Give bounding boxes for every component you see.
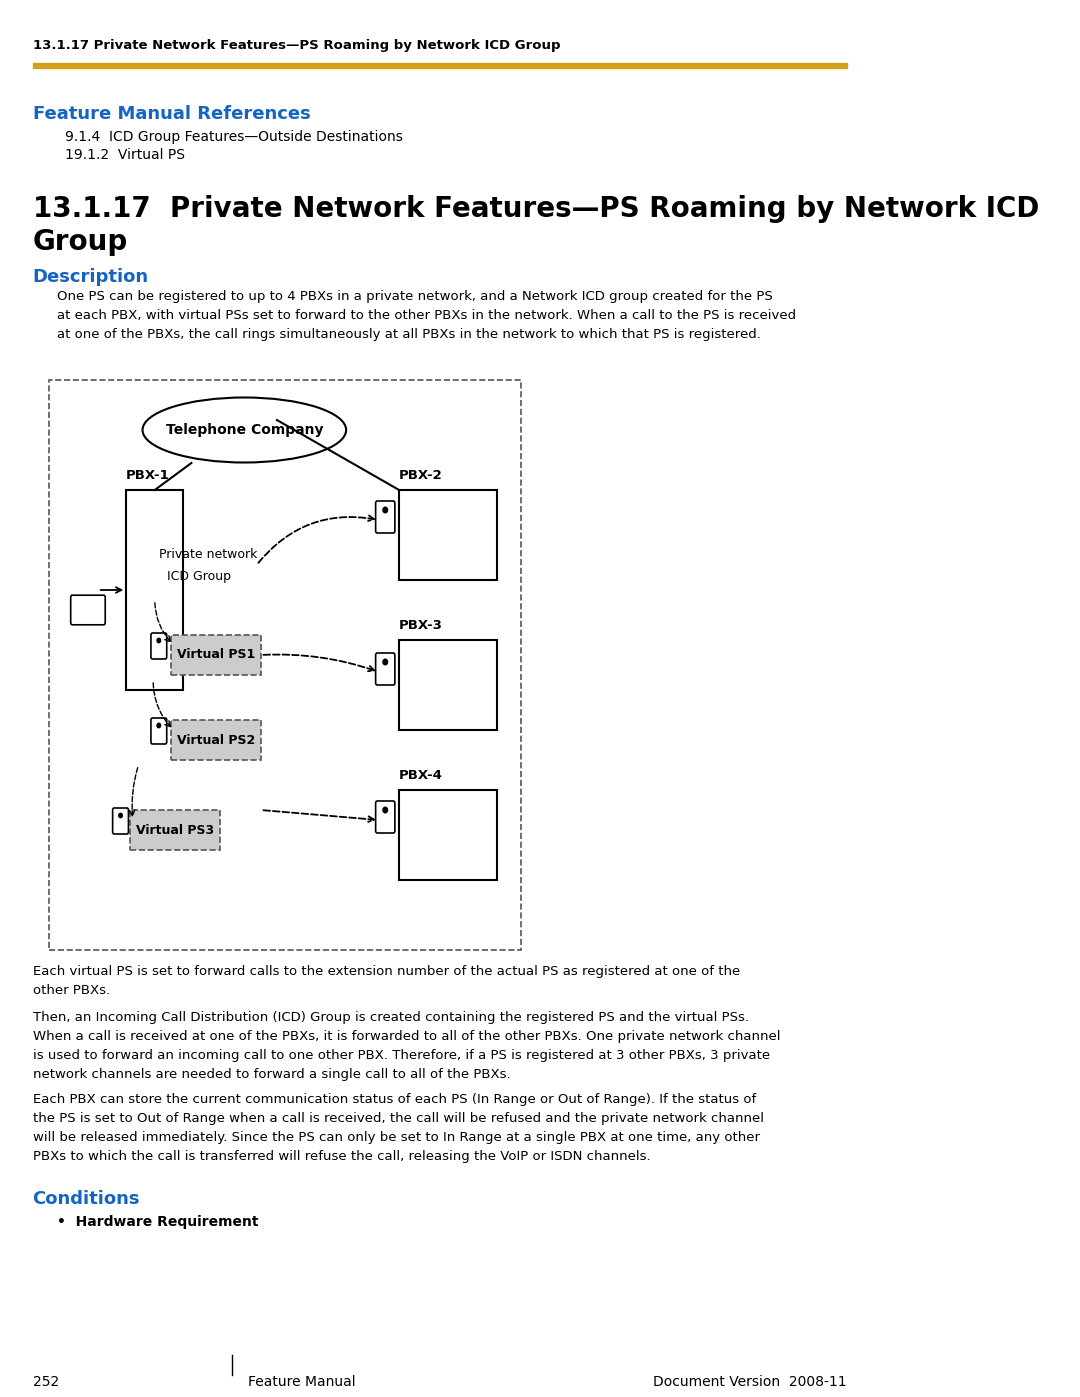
Text: PBX-1: PBX-1 (126, 469, 170, 482)
Text: Private network: Private network (159, 548, 257, 562)
Bar (400, 490, 497, 580)
Text: PBX-4: PBX-4 (400, 768, 443, 782)
FancyBboxPatch shape (70, 595, 105, 624)
FancyBboxPatch shape (151, 633, 166, 659)
Circle shape (119, 813, 122, 817)
Text: PBX-2: PBX-2 (400, 469, 443, 482)
Text: Each PBX can store the current communication status of each PS (In Range or Out : Each PBX can store the current communica… (32, 1092, 764, 1162)
Text: Feature Manual References: Feature Manual References (32, 105, 310, 123)
FancyBboxPatch shape (131, 810, 220, 849)
Text: Telephone Company: Telephone Company (165, 423, 323, 437)
Text: Virtual PS3: Virtual PS3 (136, 823, 214, 837)
Text: ICD Group: ICD Group (167, 570, 231, 583)
Text: Conditions: Conditions (32, 1190, 140, 1208)
Circle shape (157, 724, 161, 728)
Bar (126, 490, 184, 690)
Text: Description: Description (32, 268, 149, 286)
Text: PBX-3: PBX-3 (400, 619, 443, 631)
FancyBboxPatch shape (171, 636, 260, 675)
Text: Virtual PS2: Virtual PS2 (177, 733, 255, 746)
Text: 13.1.17  Private Network Features—PS Roaming by Network ICD: 13.1.17 Private Network Features—PS Roam… (32, 196, 1039, 224)
Bar (32, 63, 847, 68)
Text: 252: 252 (32, 1375, 58, 1389)
Text: One PS can be registered to up to 4 PBXs in a private network, and a Network ICD: One PS can be registered to up to 4 PBXs… (57, 291, 796, 341)
Circle shape (383, 659, 388, 665)
Circle shape (383, 807, 388, 813)
Circle shape (157, 638, 161, 643)
FancyBboxPatch shape (376, 800, 395, 833)
Text: Virtual PS1: Virtual PS1 (177, 648, 255, 662)
FancyBboxPatch shape (376, 502, 395, 534)
Text: Then, an Incoming Call Distribution (ICD) Group is created containing the regist: Then, an Incoming Call Distribution (ICD… (32, 1011, 780, 1081)
Bar (400, 640, 497, 731)
Text: Feature Manual: Feature Manual (248, 1375, 356, 1389)
Text: Each virtual PS is set to forward calls to the extension number of the actual PS: Each virtual PS is set to forward calls … (32, 965, 740, 997)
FancyBboxPatch shape (112, 807, 129, 834)
Text: Group: Group (32, 228, 127, 256)
FancyBboxPatch shape (376, 652, 395, 685)
Text: Document Version  2008-11: Document Version 2008-11 (653, 1375, 847, 1389)
Ellipse shape (143, 398, 347, 462)
Text: 13.1.17 Private Network Features—PS Roaming by Network ICD Group: 13.1.17 Private Network Features—PS Roam… (32, 39, 561, 52)
FancyBboxPatch shape (151, 718, 166, 745)
FancyBboxPatch shape (171, 719, 260, 760)
Bar (400, 789, 497, 880)
Text: •  Hardware Requirement: • Hardware Requirement (57, 1215, 258, 1229)
Circle shape (383, 507, 388, 513)
Text: 9.1.4  ICD Group Features—Outside Destinations: 9.1.4 ICD Group Features—Outside Destina… (65, 130, 403, 144)
Text: 19.1.2  Virtual PS: 19.1.2 Virtual PS (65, 148, 185, 162)
